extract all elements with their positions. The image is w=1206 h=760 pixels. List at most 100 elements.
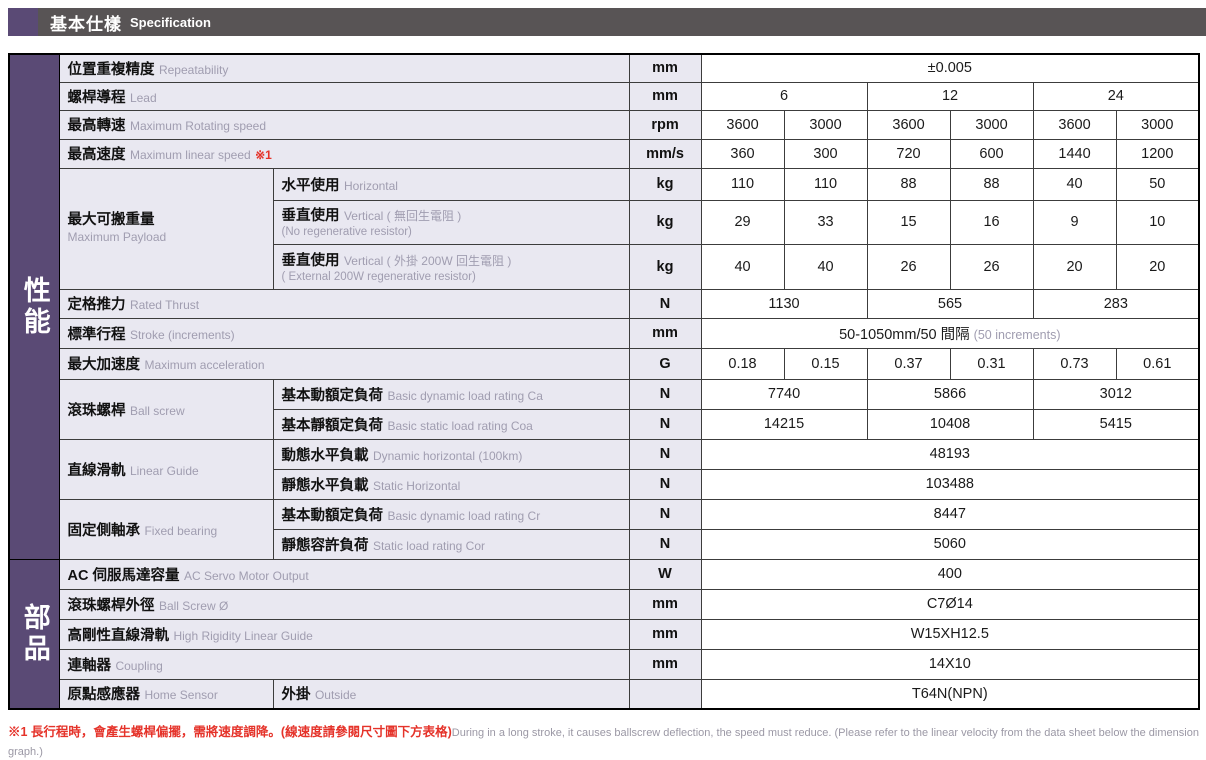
label-en: Basic dynamic load rating Ca <box>387 388 543 403</box>
unit-cell: N <box>628 288 702 319</box>
row-sub-label: 靜態容許負荷 Static load rating Cor <box>272 528 630 560</box>
label-en: Maximum Rotating speed <box>129 119 267 133</box>
value-cell: 0.37 <box>866 347 951 380</box>
value-text: 50-1050mm/50 間隔 <box>839 326 970 343</box>
value-text: 88 <box>983 176 1000 192</box>
value-cell: 6 <box>700 81 868 111</box>
value-text: 16 <box>983 214 1000 230</box>
value-text: 9 <box>1070 214 1079 230</box>
table-row: 基本靜額定負荷 Basic static load rating Coa N 142… <box>9 408 1200 440</box>
value-text: 600 <box>979 145 1004 162</box>
unit-cell: kg <box>628 167 702 201</box>
value-cell: 14X10 <box>700 648 1200 680</box>
value-cell: 50 <box>1115 167 1200 201</box>
value-cell: 48193 <box>700 438 1200 470</box>
value-cell: 9 <box>1032 199 1117 245</box>
value-text: 0.73 <box>1060 355 1089 372</box>
value-text: 360 <box>730 145 755 162</box>
label-zh: 基本動額定負荷 <box>281 507 384 524</box>
value-text: 103488 <box>925 476 974 492</box>
value-text: 20 <box>1149 258 1166 275</box>
value-cell: 50-1050mm/50 間隔 (50 increments) <box>700 317 1200 349</box>
label-en: Rated Thrust <box>129 298 200 312</box>
row-sub-label: 靜態水平負載 Static Horizontal <box>272 468 630 500</box>
value-text: 3600 <box>892 116 925 133</box>
value-text: 88 <box>900 176 917 192</box>
value-text: 24 <box>1107 88 1124 104</box>
row-sub-label: 外掛 Outside <box>272 678 630 710</box>
row-label: 定格推力 Rated Thrust <box>58 288 630 319</box>
value-text: 48193 <box>929 446 970 462</box>
value-text: 3000 <box>1141 116 1174 133</box>
table-row: 部品 AC 伺服馬達容量 AC Servo Motor Output W 400 <box>8 558 1200 710</box>
value-text: 14215 <box>763 416 805 432</box>
value-cell: 565 <box>866 288 1034 319</box>
unit-cell: kg <box>628 199 702 245</box>
footnote-ref-marker: ※1 <box>255 148 272 162</box>
unit-cell: W <box>628 558 702 590</box>
label-en: Basic static load rating Coa <box>387 418 533 433</box>
group-label-zh: 滾珠螺桿 <box>67 402 126 419</box>
row-group-label: 固定側軸承 Fixed bearing <box>58 498 274 560</box>
value-text: 565 <box>937 295 963 312</box>
row-group-label: 直線滑軌 Linear Guide <box>58 438 274 500</box>
value-cell: 103488 <box>700 468 1200 500</box>
value-text: 0.15 <box>811 355 840 372</box>
row-sub-label: 水平使用 Horizontal <box>272 167 630 201</box>
value-text: 26 <box>900 258 917 275</box>
value-cell: 110 <box>700 167 785 201</box>
value-cell: 0.73 <box>1032 347 1117 380</box>
label-en: Dynamic horizontal (100km) <box>372 448 523 463</box>
value-cell: 0.31 <box>949 347 1034 380</box>
value-text: 0.61 <box>1143 355 1172 372</box>
label-en: Coupling <box>115 658 163 673</box>
value-cell: 1130 <box>700 288 868 319</box>
value-text: 0.18 <box>728 355 757 372</box>
label-zh: 外掛 <box>281 687 311 704</box>
unit-cell: mm <box>628 53 702 83</box>
value-text: 5866 <box>933 386 967 402</box>
table-row: 直線滑軌 Linear Guide 動態水平負載 Dynamic horizont… <box>9 438 1200 500</box>
value-text: W15XH12.5 <box>910 626 989 642</box>
unit-cell: mm <box>628 81 702 111</box>
value-cell: 720 <box>866 138 951 169</box>
value-cell: 8447 <box>700 498 1200 530</box>
value-cell: 0.15 <box>783 347 868 380</box>
page-title-en: Specification <box>130 14 211 30</box>
value-text: 40 <box>1066 176 1083 192</box>
footnote: ※1 長行程時，會產生螺桿偏擺，需將速度調降。(線速度請參閱尺寸圖下方表格)Du… <box>8 722 1204 760</box>
row-label: 滾珠螺桿外徑 Ball Screw Ø <box>58 588 630 620</box>
table-row: 高剛性直線滑軌 High Rigidity Linear Guide mm W15X… <box>9 618 1200 650</box>
table-row: 靜態容許負荷 Static load rating Cor N 5060 <box>9 528 1200 560</box>
table-row: 原點感應器 Home Sensor 外掛 Outside T64N(NPN) <box>9 678 1200 710</box>
label-en: Vertical ( 外掛 200W 回生電阻 ) <box>343 253 512 268</box>
value-cell: 360 <box>700 138 785 169</box>
table-row: 連軸器 Coupling mm 14X10 <box>9 648 1200 680</box>
value-text: 1130 <box>768 295 800 312</box>
purple-accent-square <box>8 8 38 36</box>
value-cell: 26 <box>949 243 1034 290</box>
value-cell: 3000 <box>783 109 868 140</box>
value-cell: 1440 <box>1032 138 1117 169</box>
value-cell: 40 <box>1032 167 1117 201</box>
label-zh: 最大加速度 <box>67 357 141 373</box>
value-cell: 26 <box>866 243 951 290</box>
table-row: 定格推力 Rated Thrust N 1130 565 283 <box>9 288 1200 319</box>
value-cell: T64N(NPN) <box>700 678 1200 710</box>
value-text: 110 <box>730 176 755 192</box>
value-cell: 15 <box>866 199 951 245</box>
unit-cell: mm <box>628 588 702 620</box>
value-text: 7740 <box>767 386 801 402</box>
value-cell: 20 <box>1032 243 1117 290</box>
value-text: 10408 <box>929 416 971 432</box>
label-zh: 基本動額定負荷 <box>281 387 384 404</box>
row-label: 標準行程 Stroke (increments) <box>58 317 630 349</box>
value-cell: 33 <box>783 199 868 245</box>
value-cell: 5866 <box>866 378 1034 410</box>
value-text: 33 <box>817 214 834 230</box>
label-en: Static Horizontal <box>372 478 461 493</box>
group-label-zh: 直線滑軌 <box>67 462 126 479</box>
table-row: 性能 位置重複精度 Repeatability mm ±0.005 <box>8 53 1200 560</box>
row-label: AC 伺服馬達容量 AC Servo Motor Output <box>58 558 630 590</box>
group-label-en: Ball screw <box>129 403 185 418</box>
